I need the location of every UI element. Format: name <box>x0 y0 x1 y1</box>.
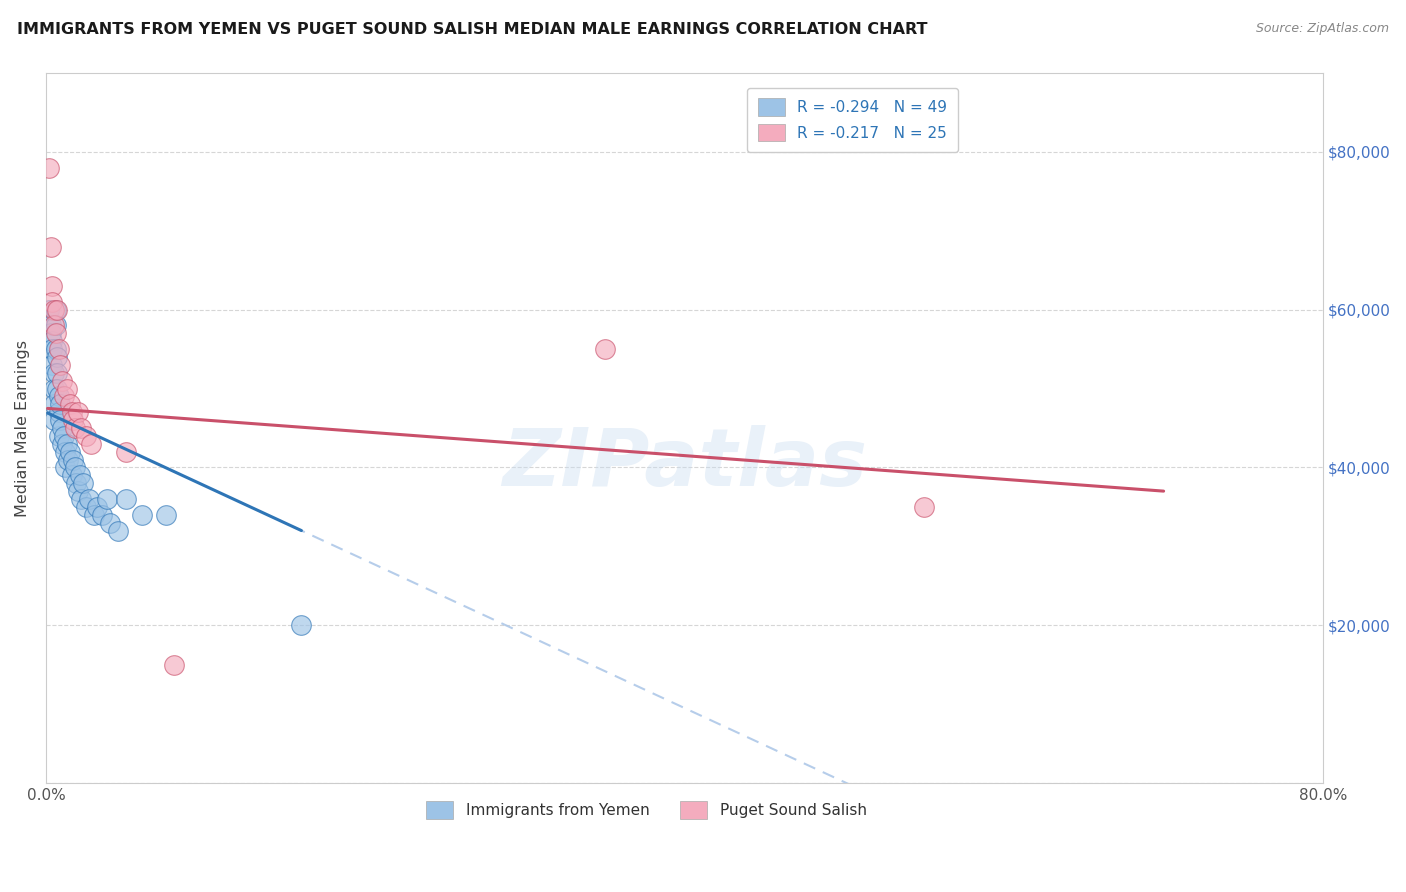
Point <box>79 437 101 451</box>
Point <box>131 508 153 522</box>
Point <box>86 500 108 514</box>
Point <box>45 342 67 356</box>
Point <box>42 366 65 380</box>
Point <box>42 302 65 317</box>
Text: Source: ZipAtlas.com: Source: ZipAtlas.com <box>1256 22 1389 36</box>
Y-axis label: Median Male Earnings: Median Male Earnings <box>15 340 30 516</box>
Point <box>46 350 69 364</box>
Point <box>70 491 93 506</box>
Point <box>114 444 136 458</box>
Point <box>55 437 77 451</box>
Point <box>75 429 97 443</box>
Point <box>59 397 82 411</box>
Point <box>63 460 86 475</box>
Point <box>42 382 65 396</box>
Point <box>62 452 84 467</box>
Point <box>66 484 89 499</box>
Point <box>72 476 94 491</box>
Point <box>41 294 63 309</box>
Point <box>48 405 70 419</box>
Point <box>75 500 97 514</box>
Point <box>98 516 121 530</box>
Point <box>163 657 186 672</box>
Text: ZIPatlas: ZIPatlas <box>502 425 868 502</box>
Point <box>49 358 72 372</box>
Point <box>39 318 62 333</box>
Point <box>48 429 70 443</box>
Point <box>48 342 70 356</box>
Point <box>70 421 93 435</box>
Point <box>41 279 63 293</box>
Point <box>290 618 312 632</box>
Point <box>593 342 616 356</box>
Point <box>62 413 84 427</box>
Point <box>77 491 100 506</box>
Point <box>63 421 86 435</box>
Point <box>38 302 60 317</box>
Point <box>46 302 69 317</box>
Point <box>58 452 80 467</box>
Point <box>52 429 75 443</box>
Point <box>912 500 935 514</box>
Point <box>114 491 136 506</box>
Point <box>51 421 73 435</box>
Point <box>51 437 73 451</box>
Point <box>107 524 129 538</box>
Point <box>38 161 60 175</box>
Point <box>45 302 67 317</box>
Point <box>52 389 75 403</box>
Point <box>60 468 83 483</box>
Text: IMMIGRANTS FROM YEMEN VS PUGET SOUND SALISH MEDIAN MALE EARNINGS CORRELATION CHA: IMMIGRANTS FROM YEMEN VS PUGET SOUND SAL… <box>17 22 928 37</box>
Point <box>42 397 65 411</box>
Point <box>90 508 112 522</box>
Point <box>41 334 63 349</box>
Point <box>41 342 63 356</box>
Point <box>42 413 65 427</box>
Point <box>39 326 62 341</box>
Point <box>59 444 82 458</box>
Point <box>45 318 67 333</box>
Point <box>42 318 65 333</box>
Point <box>53 444 76 458</box>
Point <box>46 366 69 380</box>
Point <box>39 239 62 253</box>
Point <box>69 468 91 483</box>
Point <box>48 389 70 403</box>
Point <box>41 358 63 372</box>
Point <box>45 326 67 341</box>
Point <box>66 405 89 419</box>
Point <box>51 374 73 388</box>
Point <box>96 491 118 506</box>
Point <box>49 397 72 411</box>
Point <box>53 460 76 475</box>
Point <box>155 508 177 522</box>
Legend: Immigrants from Yemen, Puget Sound Salish: Immigrants from Yemen, Puget Sound Salis… <box>420 796 873 825</box>
Point <box>83 508 105 522</box>
Point <box>65 476 87 491</box>
Point <box>60 405 83 419</box>
Point <box>49 413 72 427</box>
Point <box>55 382 77 396</box>
Point <box>46 382 69 396</box>
